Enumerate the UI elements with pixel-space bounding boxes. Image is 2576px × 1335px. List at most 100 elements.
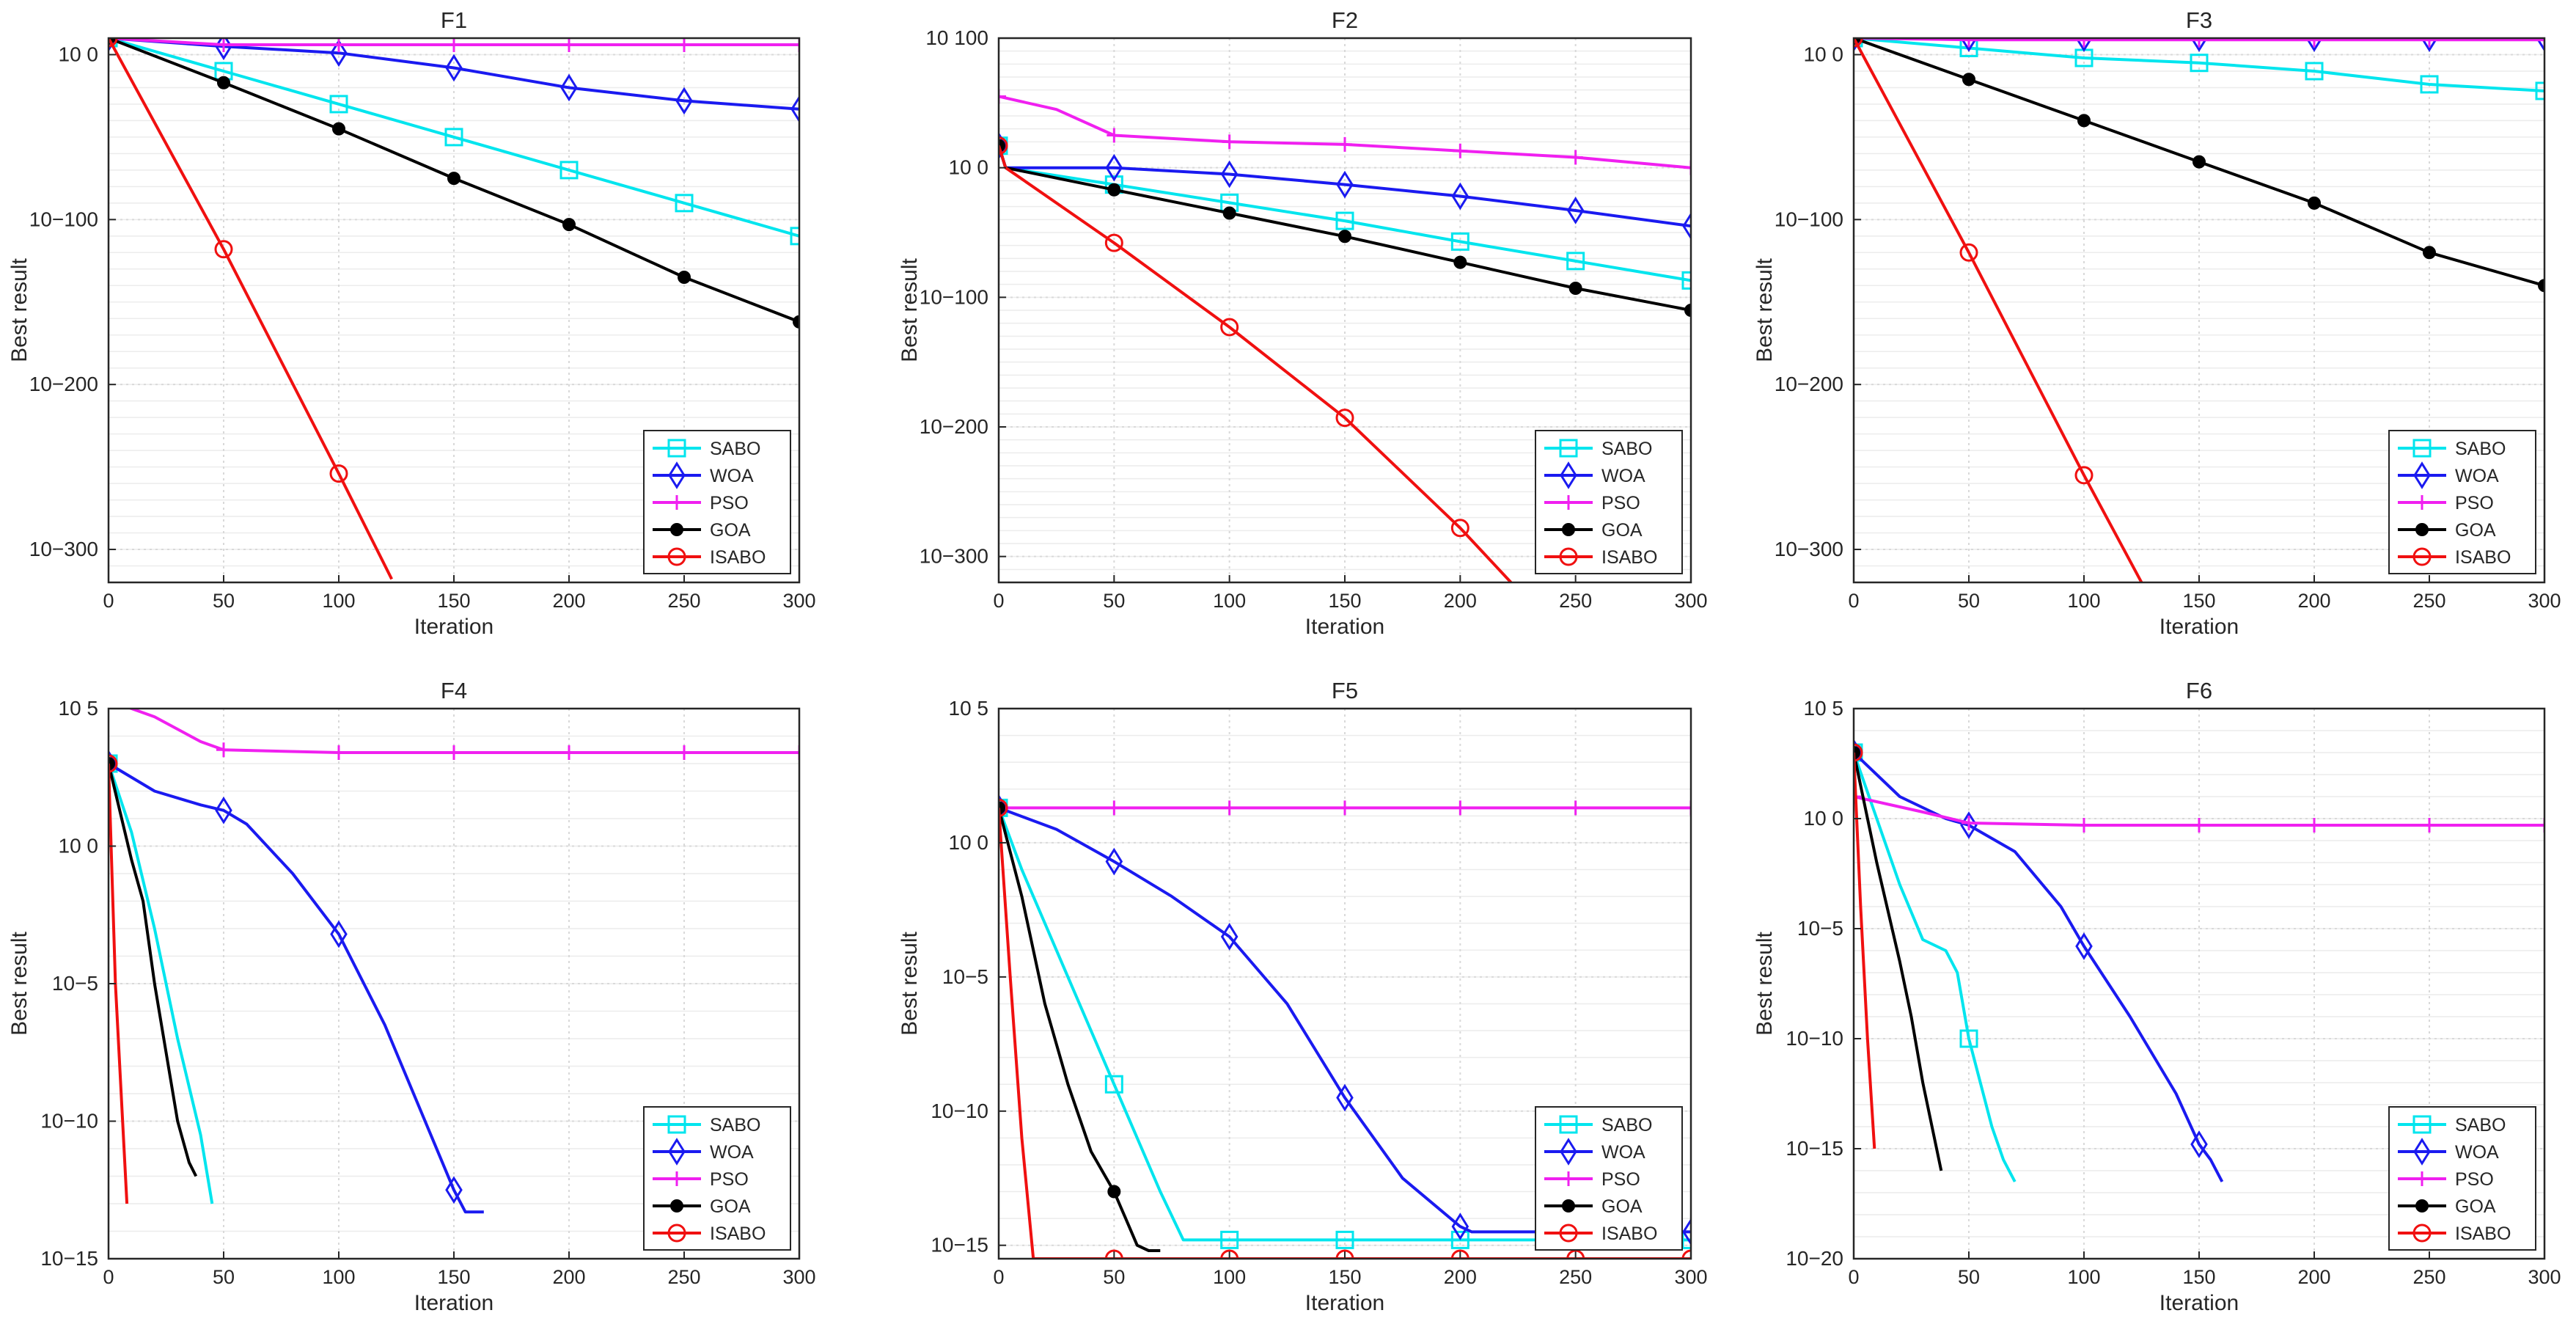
series-marker-goa	[332, 122, 345, 136]
series-marker-sabo	[1450, 1230, 1469, 1249]
y-tick-label: 10 5	[1804, 697, 1844, 720]
legend-label-goa: GOA	[2455, 1196, 2496, 1217]
series-marker-sabo	[1104, 1075, 1123, 1094]
y-tick-label: 10−300	[29, 538, 98, 560]
series-marker-goa	[562, 218, 576, 232]
series-marker-woa	[2190, 1130, 2208, 1158]
legend-marker-sabo	[2412, 439, 2432, 458]
legend-marker-sabo	[1559, 439, 1578, 458]
series-line-isabo	[1854, 38, 2143, 582]
series-marker-woa	[675, 87, 693, 115]
x-tick-label: 100	[2067, 1266, 2100, 1288]
x-tick-label: 50	[1958, 590, 1980, 612]
legend-marker-woa	[1560, 1138, 1577, 1166]
x-tick-label: 100	[322, 1266, 355, 1288]
x-tick-label: 150	[2182, 1266, 2215, 1288]
chart-title: F4	[441, 678, 467, 703]
x-tick-label: 200	[1444, 1266, 1477, 1288]
legend-marker-goa	[2415, 1199, 2429, 1213]
y-tick-label: 10 0	[59, 43, 99, 65]
series-marker-goa	[1338, 230, 1351, 244]
series-marker-woa	[1336, 1083, 1354, 1112]
legend-marker-goa	[670, 523, 683, 536]
legend-label-woa: WOA	[710, 1142, 754, 1163]
series-marker-isabo	[1450, 519, 1469, 538]
legend-marker-woa	[668, 1138, 686, 1166]
legend-label-goa: GOA	[1601, 520, 1643, 541]
legend-marker-isabo	[667, 547, 686, 566]
series-marker-pso	[2307, 818, 2322, 833]
y-axis-label: Best result	[1753, 931, 1777, 1035]
series-marker-pso	[2537, 38, 2544, 48]
x-tick-label: 250	[667, 590, 700, 612]
y-tick-label: 10−15	[1786, 1137, 1843, 1160]
series-layer	[1854, 739, 2544, 1182]
y-tick-label: 10−10	[40, 1110, 98, 1133]
x-tick-label: 250	[1559, 590, 1592, 612]
series-marker-pso	[2537, 818, 2544, 833]
series-marker-pso	[792, 38, 799, 52]
legend-label-isabo: ISABO	[710, 547, 766, 568]
legend-marker-pso	[669, 1171, 684, 1186]
series-marker-isabo	[1220, 1249, 1239, 1259]
series-marker-isabo	[1854, 743, 1863, 762]
legend-marker-isabo	[1559, 1224, 1578, 1243]
series-marker-isabo	[999, 798, 1008, 817]
x-tick-label: 300	[782, 1266, 815, 1288]
x-axis-label: Iteration	[414, 615, 493, 639]
legend-marker-woa	[1560, 461, 1577, 489]
series-marker-goa	[1962, 73, 1975, 87]
legend-marker-isabo	[2412, 1224, 2432, 1243]
series-marker-isabo	[1104, 233, 1123, 252]
x-tick-label: 100	[322, 590, 355, 612]
legend-marker-pso	[1561, 495, 1576, 510]
legend-marker-woa	[2413, 461, 2431, 489]
series-marker-woa	[215, 38, 232, 61]
series-layer	[1854, 38, 2544, 582]
series-marker-pso	[1962, 38, 1976, 48]
x-tick-label: 150	[437, 1266, 470, 1288]
series-marker-goa	[447, 172, 460, 186]
series-marker-pso	[447, 38, 461, 52]
y-tick-label: 10−15	[40, 1247, 98, 1270]
x-tick-label: 300	[782, 590, 815, 612]
series-line-woa	[109, 762, 484, 1214]
series-line-sabo	[999, 807, 1691, 1242]
y-axis-label: Best result	[898, 257, 922, 362]
legend: SABO WOA PSO GOA ISABO	[1535, 1106, 1683, 1251]
series-marker-sabo	[2420, 75, 2439, 94]
legend-marker-sabo	[667, 1115, 686, 1134]
series-marker-isabo	[1220, 318, 1239, 337]
series-marker-goa	[2077, 114, 2091, 128]
legend-marker-isabo	[1559, 547, 1578, 566]
y-tick-label: 10−20	[1786, 1247, 1843, 1270]
legend-label-sabo: SABO	[1601, 1115, 1652, 1135]
series-marker-woa	[330, 39, 348, 67]
x-axis-label: Iteration	[2159, 1291, 2239, 1315]
legend: SABO WOA PSO GOA ISABO	[643, 430, 791, 574]
legend-label-isabo: ISABO	[710, 1224, 766, 1244]
series-marker-isabo	[1335, 409, 1354, 428]
series-marker-sabo	[1681, 271, 1691, 290]
y-axis-label: Best result	[7, 931, 32, 1035]
legend-marker-sabo	[2412, 1115, 2432, 1134]
series-marker-pso	[1222, 800, 1237, 816]
legend-marker-goa	[670, 1199, 683, 1213]
x-tick-label: 150	[1328, 590, 1361, 612]
legend-marker-woa	[668, 461, 686, 489]
legend-label-isabo: ISABO	[1601, 1224, 1657, 1244]
series-marker-woa	[2190, 38, 2208, 52]
series-marker-pso	[1453, 800, 1468, 816]
legend-label-isabo: ISABO	[1601, 547, 1657, 568]
series-marker-goa	[217, 76, 230, 89]
chart-title: F3	[2186, 7, 2212, 33]
legend-marker-goa	[2415, 523, 2429, 536]
x-tick-label: 200	[2297, 1266, 2330, 1288]
series-marker-goa	[1453, 255, 1467, 269]
legend-label-woa: WOA	[1601, 1142, 1645, 1163]
series-marker-isabo	[1104, 1249, 1123, 1259]
series-marker-pso	[677, 38, 691, 52]
y-tick-label: 10 0	[949, 831, 989, 854]
series-marker-sabo	[1335, 211, 1354, 230]
legend-marker-goa	[1562, 1199, 1575, 1213]
